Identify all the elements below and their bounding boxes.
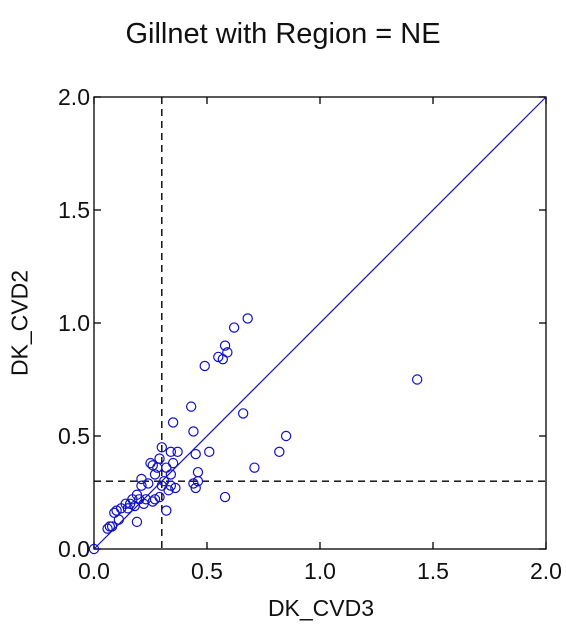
data-point: [190, 482, 201, 494]
data-point: [88, 543, 100, 555]
data-point: [145, 457, 156, 469]
data-point: [188, 426, 199, 437]
data-point: [237, 408, 249, 419]
data-point: [219, 340, 231, 351]
y-tick-label: 1.0: [58, 310, 90, 336]
data-point: [149, 469, 161, 480]
chart-title: Gillnet with Region = NE: [125, 18, 441, 50]
data-point: [165, 446, 177, 458]
y-tick-label: 0.0: [58, 536, 90, 562]
data-point: [106, 521, 118, 532]
data-point: [136, 480, 147, 491]
data-point: [154, 491, 165, 503]
data-point: [280, 430, 292, 442]
data-point: [170, 482, 181, 494]
data-point: [249, 462, 260, 473]
data-point: [156, 442, 167, 453]
x-axis-label: DK_CVD3: [267, 595, 375, 621]
data-point: [167, 457, 179, 469]
data-point: [228, 322, 240, 333]
data-point: [165, 469, 177, 480]
y-axis-label: DK_CVD2: [6, 269, 33, 377]
x-tick-label: 0.0: [78, 558, 110, 584]
data-point: [192, 466, 204, 478]
data-point: [222, 347, 233, 358]
data-point: [104, 521, 116, 532]
data-point: [154, 453, 165, 464]
x-tick-label: 1.0: [304, 558, 336, 584]
y-tick-label: 2.0: [58, 84, 90, 110]
data-point: [411, 374, 423, 385]
data-point: [113, 514, 125, 525]
data-point: [109, 507, 120, 519]
data-point: [161, 505, 172, 516]
data-point: [199, 360, 210, 372]
data-point: [161, 462, 172, 473]
x-tick-label: 1.5: [417, 558, 449, 584]
data-point: [204, 446, 215, 458]
data-point: [192, 476, 204, 487]
data-point: [242, 313, 253, 324]
x-tick-label: 0.5: [191, 558, 223, 584]
data-point: [185, 401, 197, 412]
data-point: [274, 446, 285, 458]
data-point: [190, 448, 201, 460]
x-tick-label: 2.0: [530, 558, 562, 584]
y-tick-label: 1.5: [58, 197, 90, 223]
y-tick-label: 0.5: [58, 423, 90, 449]
data-point: [131, 516, 143, 528]
data-point: [167, 417, 179, 428]
data-point: [172, 446, 183, 458]
identity-line: [93, 96, 547, 550]
data-point: [136, 473, 147, 485]
data-point: [143, 478, 154, 489]
data-point: [219, 491, 231, 503]
